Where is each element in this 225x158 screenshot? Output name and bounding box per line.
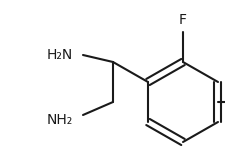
Text: NH₂: NH₂ — [47, 113, 73, 127]
Text: H₂N: H₂N — [47, 48, 73, 62]
Text: F: F — [178, 13, 186, 27]
